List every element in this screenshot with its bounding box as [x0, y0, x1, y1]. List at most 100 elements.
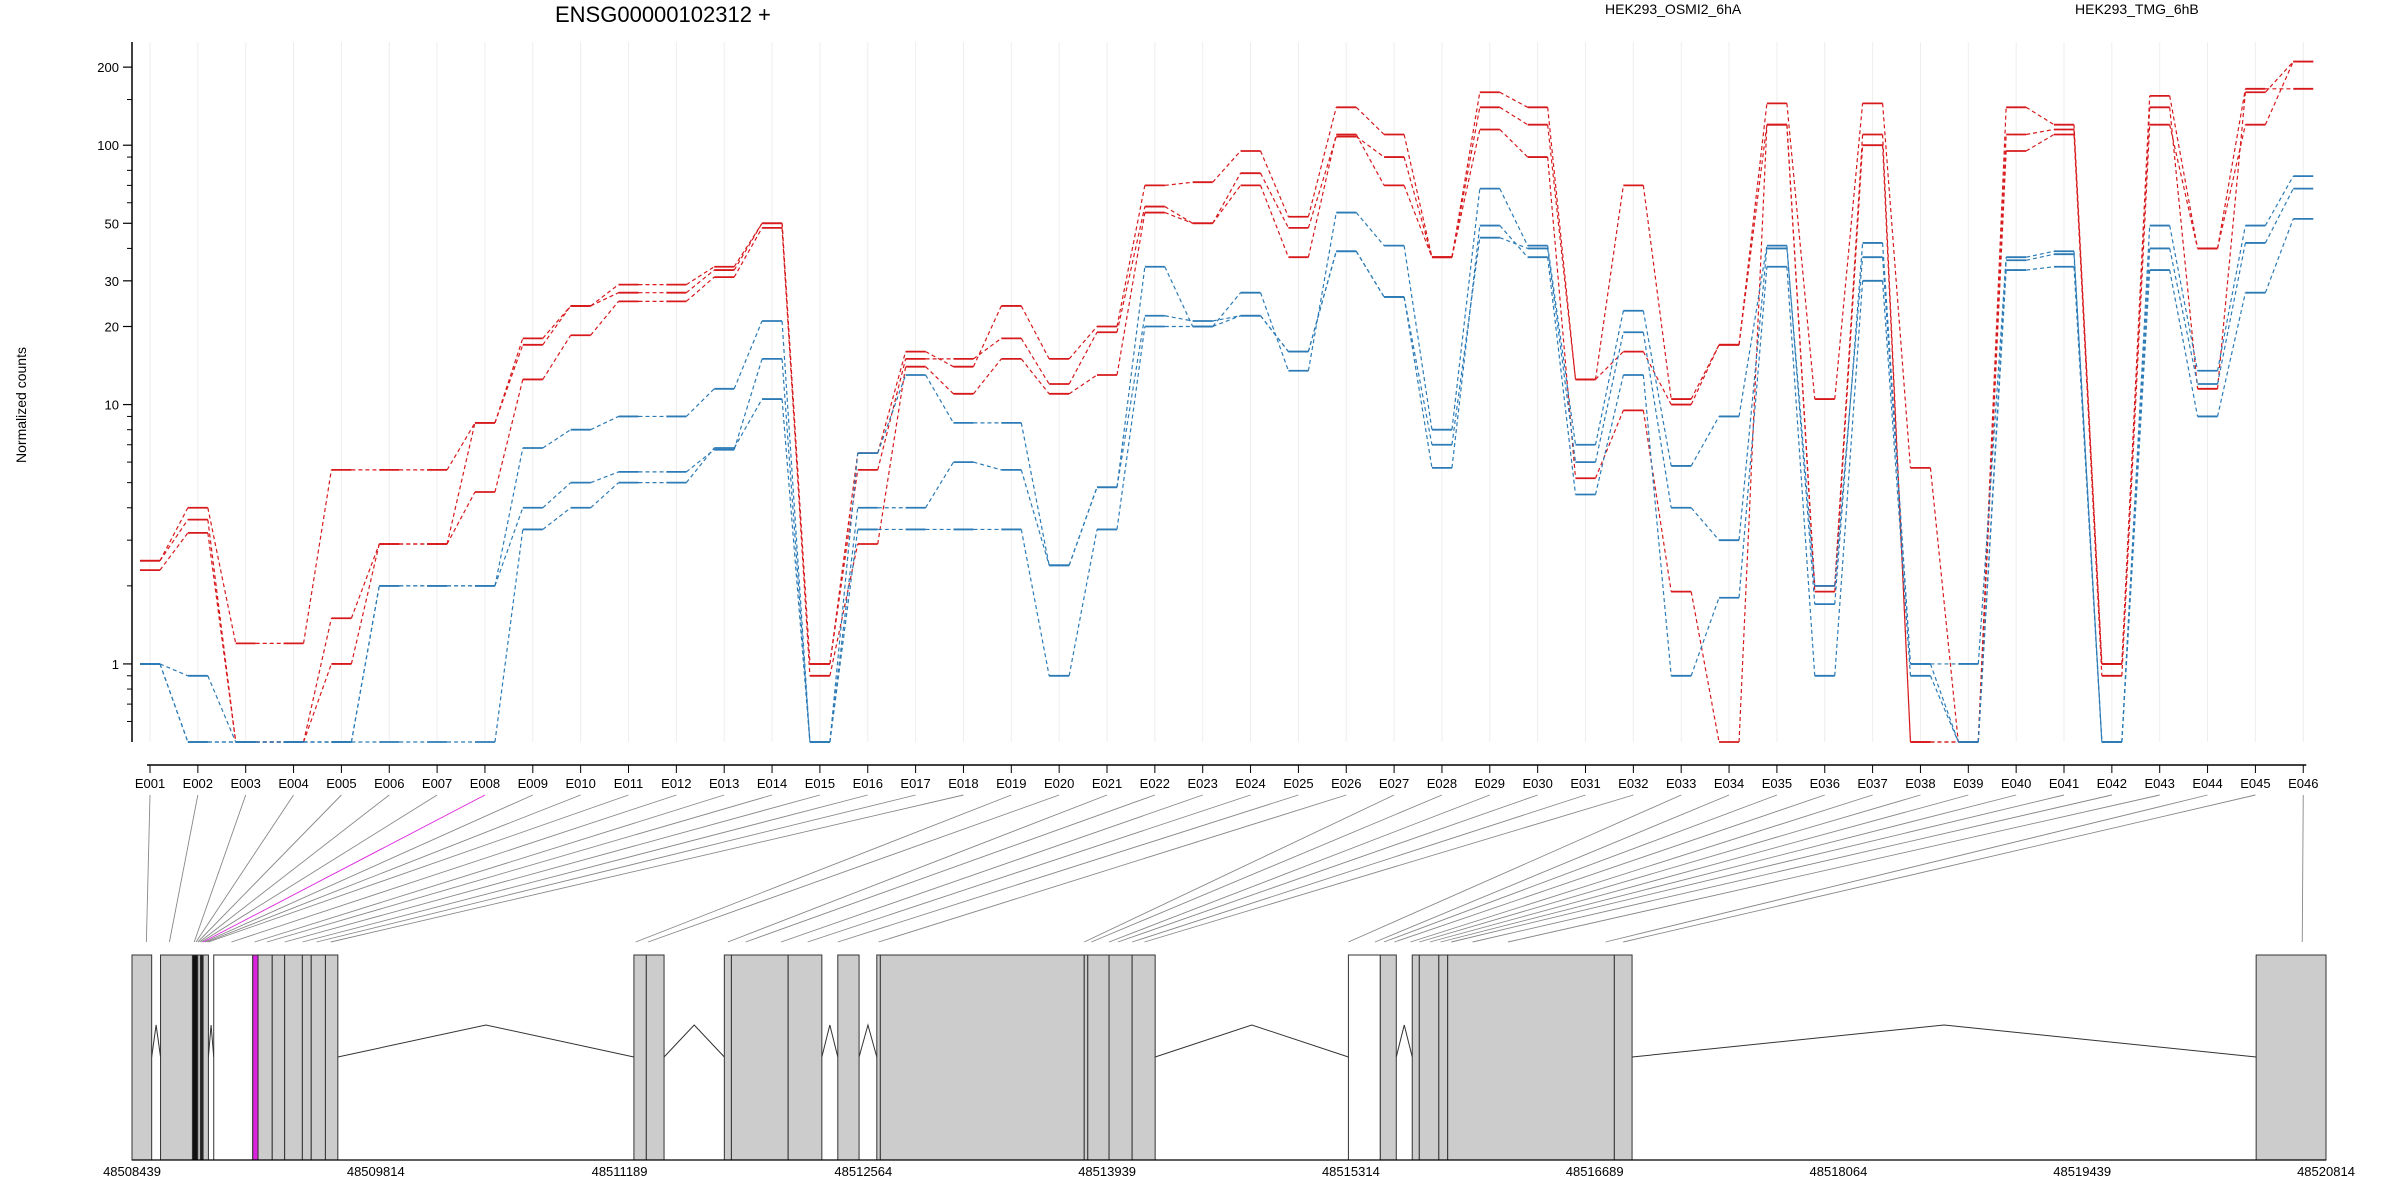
series-connector	[1355, 136, 1385, 158]
exon-label-e045: E045	[2240, 776, 2270, 791]
series-connector	[1212, 185, 1242, 224]
series-connector	[781, 223, 811, 664]
series-connector	[1594, 374, 1624, 495]
exon-label-e008: E008	[470, 776, 500, 791]
exon-label-e004: E004	[278, 776, 308, 791]
series-connector	[1499, 129, 1529, 158]
series-connector	[590, 284, 619, 307]
coord-label: 48512564	[834, 1164, 892, 1179]
series-connector	[159, 663, 189, 743]
series-2	[140, 87, 2314, 743]
exon-connector	[330, 794, 964, 943]
series-connector	[1212, 315, 1241, 322]
exon-block	[787, 954, 823, 1161]
series-connector	[2264, 175, 2294, 226]
series-connector	[494, 529, 524, 743]
exon-label-e022: E022	[1140, 776, 1170, 791]
exon-label-e006: E006	[374, 776, 404, 791]
series-connector	[1164, 266, 1194, 327]
series-connector	[733, 320, 763, 390]
exon-block	[645, 954, 665, 1161]
series-connector	[2264, 188, 2294, 244]
series-connector	[1690, 591, 1720, 743]
exon-connector	[1429, 794, 1969, 943]
series-connector	[1068, 487, 1098, 566]
exon-label-e037: E037	[1857, 776, 1887, 791]
exon-label-e010: E010	[565, 776, 595, 791]
series-connector	[733, 398, 763, 449]
exon-connector	[878, 794, 1347, 943]
series-connector	[829, 507, 859, 743]
series-connector	[781, 358, 811, 743]
series-connector	[2264, 61, 2294, 125]
series-connector	[1116, 326, 1146, 530]
series-connector	[1355, 134, 1385, 186]
series-connector	[542, 507, 572, 530]
exon-connector	[1440, 794, 2017, 943]
series-connector	[1020, 305, 1050, 360]
series-connector	[1451, 188, 1481, 430]
exon-connector	[1348, 794, 1682, 943]
series-connector	[1547, 257, 1577, 495]
exon-block	[2255, 954, 2327, 1161]
series-connector	[1403, 134, 1433, 258]
series-connector	[1547, 107, 1577, 380]
series-connector	[1355, 106, 1385, 135]
exon-label-e029: E029	[1475, 776, 1505, 791]
series-connector	[1977, 257, 2007, 664]
series-connector	[1977, 270, 2007, 743]
series-connector	[1642, 310, 1672, 467]
exon-connector	[807, 794, 1251, 943]
series-connector	[2121, 95, 2151, 664]
series-connector	[590, 415, 619, 431]
series-connector	[1499, 91, 1528, 108]
series-connector	[877, 351, 907, 454]
series-connector	[1451, 107, 1481, 258]
series-connector	[1594, 410, 1624, 479]
series-connector	[1834, 103, 1864, 400]
series-connector	[2026, 266, 2055, 271]
exon-block	[1087, 954, 1110, 1161]
series-connector	[925, 351, 954, 368]
exon-label-e012: E012	[661, 776, 691, 791]
exon-label-e031: E031	[1570, 776, 1600, 791]
series-connector	[207, 532, 237, 743]
series-connector	[207, 507, 237, 644]
coord-label: 48518064	[1810, 1164, 1868, 1179]
series-connector	[159, 532, 189, 571]
series-connector	[2264, 218, 2294, 293]
coord-label: 48508439	[103, 1164, 161, 1179]
exon-label-e024: E024	[1235, 776, 1265, 791]
series-connector	[2121, 124, 2151, 676]
series-connector	[542, 429, 571, 449]
coord-label: 48520814	[2297, 1164, 2355, 1179]
exon-label-e027: E027	[1379, 776, 1409, 791]
exon-label-e038: E038	[1905, 776, 1935, 791]
exon-connector	[1394, 794, 1825, 943]
series-connector	[1690, 344, 1720, 405]
series-connector	[1882, 134, 1912, 743]
series-connector	[1834, 280, 1864, 676]
series-connector	[590, 292, 619, 307]
series-connector	[1259, 185, 1289, 258]
series-connector	[1259, 292, 1289, 371]
exon-label-e025: E025	[1283, 776, 1313, 791]
series-connector	[1499, 237, 1528, 249]
series-connector	[302, 618, 332, 743]
series-connector	[494, 507, 524, 587]
exon-block	[1438, 954, 1449, 1161]
series-connector	[685, 388, 715, 417]
exon-connector	[1451, 794, 2065, 943]
series-connector	[1451, 129, 1481, 258]
series-connector	[1068, 326, 1098, 360]
exon-block	[1108, 954, 1133, 1161]
exon-connector	[195, 794, 294, 943]
exon-connector	[204, 794, 533, 943]
exon-connector	[197, 794, 342, 943]
exon-block	[160, 954, 193, 1161]
series-connector	[1738, 103, 1768, 345]
intron-line	[663, 1024, 725, 1058]
intron-line	[1395, 1024, 1413, 1058]
series-connector	[1977, 107, 2007, 743]
exon-label-e026: E026	[1331, 776, 1361, 791]
